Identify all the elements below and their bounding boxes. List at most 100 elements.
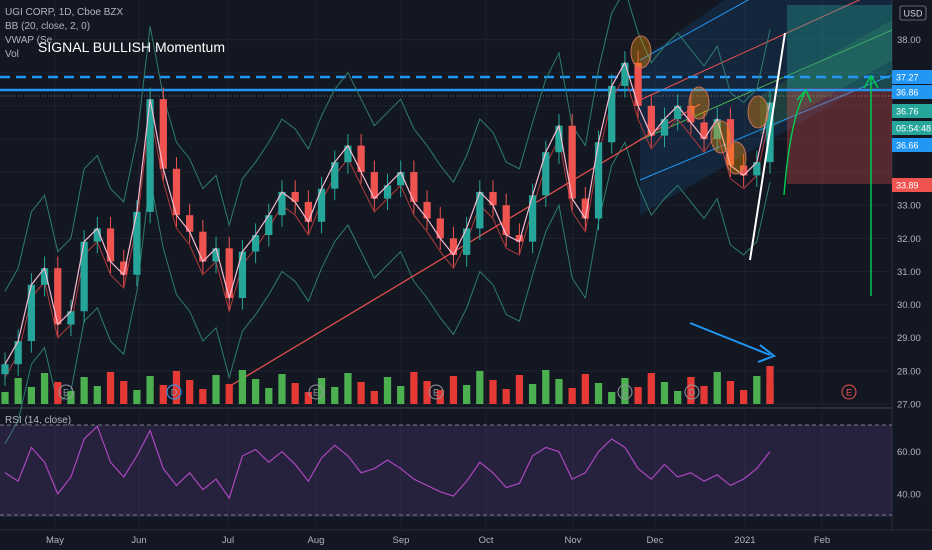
volume-bar [594, 383, 603, 404]
price-badge-label: 37.27 [896, 73, 919, 83]
bb-upper-band [4, 0, 771, 292]
volume-bar [370, 391, 378, 404]
volume-bar [621, 378, 629, 404]
y-tick-label: 33.00 [897, 201, 921, 212]
candle [753, 162, 761, 176]
channel-lower-line [639, 74, 893, 181]
event-marker-label: E [433, 388, 439, 398]
candle [67, 311, 75, 325]
candle [225, 248, 233, 298]
bb-lower-band [4, 141, 771, 445]
price-badge-label: 36.86 [896, 88, 919, 98]
price-badge [892, 85, 932, 99]
candle [212, 248, 220, 262]
candle [674, 105, 682, 120]
candle [397, 172, 405, 186]
volume-bar [687, 377, 695, 404]
event-marker-label: E [622, 388, 628, 398]
volume-bar [555, 379, 563, 404]
volume-bar [383, 377, 392, 404]
x-tick-label: Jul [222, 535, 234, 546]
x-tick-label: Jun [131, 535, 146, 546]
candle [278, 191, 286, 216]
event-marker [841, 384, 857, 400]
y-tick-label: 28.00 [897, 366, 921, 377]
y-tick-label: 27.00 [897, 400, 921, 411]
channel-upper-line [639, 0, 750, 61]
price-badge [892, 121, 932, 135]
volume-bar [212, 375, 220, 404]
candle [159, 99, 167, 169]
projection-channel [640, 0, 892, 215]
candle [568, 125, 576, 199]
event-marker-label: E [313, 388, 319, 398]
rsi-legend[interactable]: RSI (14, close) [5, 415, 72, 426]
volume-bar [199, 389, 207, 404]
currency-badge [899, 5, 927, 21]
candle [581, 198, 589, 219]
volume-bar [739, 390, 748, 404]
pattern-highlight [725, 141, 747, 175]
volume-bar [647, 373, 655, 404]
x-tick-label: Aug [308, 535, 325, 546]
price-badge-label: 33.89 [896, 181, 919, 191]
candle [199, 231, 207, 262]
x-tick-label: Feb [814, 535, 830, 546]
volume-bar [106, 372, 115, 404]
volume-bar [40, 373, 49, 404]
volume-bar [357, 382, 365, 404]
volume-down-arrow [689, 322, 771, 356]
candle [120, 261, 128, 275]
x-tick-label: May [46, 535, 64, 546]
event-marker [58, 384, 74, 400]
candle [80, 241, 88, 312]
candle [317, 188, 326, 222]
x-tick-label: 2021 [734, 535, 755, 546]
volume-bar [674, 391, 682, 404]
volume-bar [700, 386, 708, 404]
candle [542, 152, 550, 196]
volume-down-arrow-head [757, 344, 777, 363]
candle [423, 201, 431, 219]
candle [739, 165, 748, 176]
candle [476, 191, 484, 229]
candle [54, 268, 62, 325]
vol-indicator-label[interactable]: Vol [5, 49, 19, 60]
target-arrow-head [863, 74, 879, 89]
candle [634, 62, 642, 106]
y-tick-label: 29.00 [897, 333, 921, 344]
rsi-line [4, 425, 771, 500]
x-tick-label: Dec [647, 535, 664, 546]
rsi-tick-label: 60.00 [897, 447, 921, 458]
volume-bar [753, 376, 761, 404]
volume-bar [568, 388, 576, 404]
candle [238, 251, 247, 298]
pattern-highlight [747, 95, 769, 129]
pattern-highlight [630, 35, 652, 69]
candle [133, 211, 141, 275]
volume-bar [186, 380, 194, 404]
candle [291, 191, 299, 202]
candle [555, 125, 563, 153]
rsi-tick-label: 40.00 [897, 489, 921, 500]
volume-bar [291, 383, 299, 404]
vwap-indicator-label[interactable]: VWAP (Se [5, 35, 53, 46]
volume-bar [410, 372, 418, 404]
volume-bar [225, 384, 233, 404]
profit-zone [787, 5, 892, 88]
symbol-label[interactable]: UGI CORP, 1D, Cboe BZX [5, 7, 124, 18]
volume-bar [251, 379, 260, 404]
pattern-highlight [710, 120, 732, 154]
candle [383, 185, 392, 199]
price-badge-label: 36.66 [896, 141, 919, 151]
volume-bar [476, 371, 484, 404]
bb-indicator-label[interactable]: BB (20, close, 2, 0) [5, 21, 91, 32]
y-tick-label: 32.00 [897, 234, 921, 245]
volume-bar [120, 381, 128, 404]
candle [344, 145, 352, 163]
price-badge-label: 05:54:48 [896, 124, 931, 134]
volume-bar [542, 370, 550, 404]
candle [608, 85, 616, 143]
candle [700, 122, 708, 139]
